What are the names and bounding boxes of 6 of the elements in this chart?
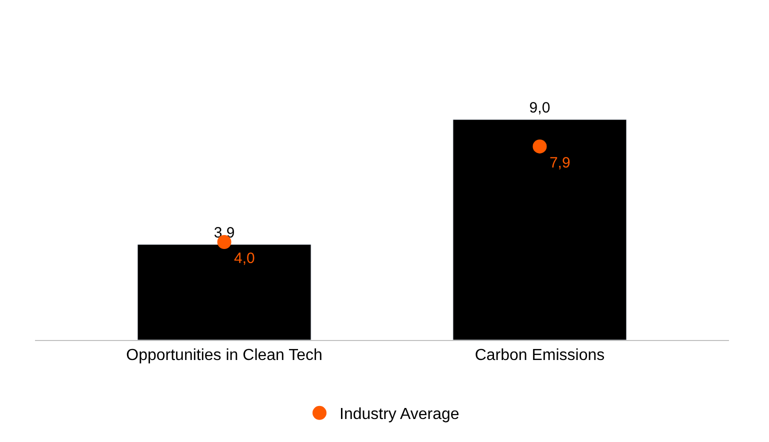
- data-label: 9,0: [529, 100, 550, 117]
- x-tick-label: Carbon Emissions: [474, 347, 605, 364]
- x-tick-label: Opportunities in Clean Tech: [126, 347, 322, 364]
- legend-label: Industry Average: [340, 406, 460, 424]
- data-label: 4,0: [234, 250, 255, 268]
- data-label: 7,9: [549, 154, 570, 172]
